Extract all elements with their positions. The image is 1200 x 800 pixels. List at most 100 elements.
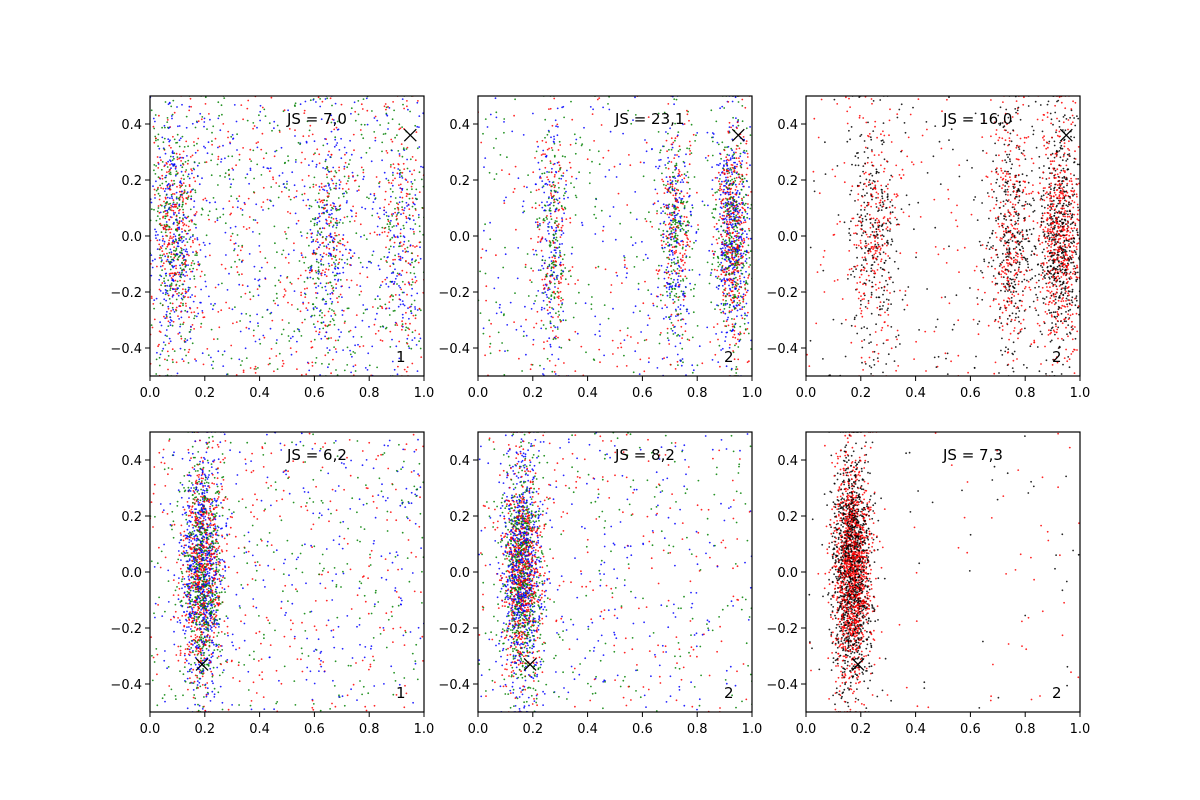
data-point <box>319 215 321 218</box>
data-point <box>671 203 674 206</box>
data-point <box>331 264 333 266</box>
data-point <box>691 204 694 207</box>
data-point <box>532 338 535 341</box>
data-point <box>178 331 181 334</box>
data-point <box>722 229 725 232</box>
data-point <box>401 320 403 323</box>
data-point <box>682 279 685 282</box>
data-point <box>673 246 676 248</box>
data-point <box>204 255 207 258</box>
data-point <box>564 155 566 158</box>
data-point <box>409 263 411 265</box>
data-point <box>166 212 169 215</box>
data-point <box>741 183 744 185</box>
data-point <box>738 304 741 307</box>
data-point <box>368 325 370 328</box>
data-point <box>182 214 185 217</box>
data-point <box>154 120 156 123</box>
data-point <box>282 362 285 365</box>
data-point <box>242 369 245 372</box>
data-point <box>154 135 157 138</box>
data-point <box>602 240 604 243</box>
data-point <box>520 325 522 328</box>
data-point <box>675 98 678 101</box>
data-point <box>320 321 323 324</box>
data-point <box>686 338 689 341</box>
data-point <box>571 266 574 268</box>
data-point <box>388 251 391 254</box>
data-point <box>747 322 750 324</box>
data-point <box>236 254 239 257</box>
data-point <box>690 213 692 216</box>
data-point <box>560 205 563 207</box>
data-point <box>558 346 561 348</box>
data-point <box>548 263 551 266</box>
data-point <box>187 225 190 228</box>
data-point <box>677 212 679 215</box>
data-point <box>722 222 724 224</box>
data-point <box>343 244 346 247</box>
data-point <box>607 103 609 105</box>
data-point <box>397 211 400 214</box>
data-point <box>723 277 725 280</box>
data-point <box>681 254 684 257</box>
data-point <box>186 251 189 253</box>
data-point <box>553 138 556 141</box>
data-point <box>685 256 688 259</box>
data-point <box>727 101 730 103</box>
data-point <box>178 190 181 193</box>
data-point <box>543 262 546 264</box>
data-point <box>394 177 396 180</box>
data-point <box>671 285 674 287</box>
data-point <box>174 250 177 252</box>
data-point <box>554 174 556 176</box>
data-point <box>388 301 391 303</box>
data-point <box>238 283 241 286</box>
data-point <box>397 208 400 211</box>
data-point <box>360 166 363 169</box>
data-point <box>730 235 733 238</box>
data-point <box>724 281 726 284</box>
data-point <box>675 249 677 252</box>
data-point <box>728 311 731 314</box>
data-point <box>352 365 355 368</box>
data-point <box>714 208 717 211</box>
data-point <box>287 253 290 256</box>
data-point <box>673 240 676 243</box>
data-point <box>378 182 380 185</box>
data-point <box>583 126 585 129</box>
data-point <box>394 211 396 214</box>
data-point <box>406 337 409 340</box>
data-point <box>180 249 183 252</box>
data-point <box>188 254 190 257</box>
data-point <box>245 228 248 231</box>
data-point <box>559 236 562 239</box>
data-point <box>165 213 167 215</box>
data-point <box>697 228 700 231</box>
data-point <box>405 215 407 218</box>
data-point <box>688 269 691 272</box>
data-point <box>166 121 169 123</box>
data-point <box>623 354 625 357</box>
data-point <box>339 204 342 207</box>
data-point <box>407 204 410 206</box>
data-point <box>379 325 382 328</box>
data-point <box>557 336 559 339</box>
data-point <box>563 362 565 364</box>
data-point <box>315 240 317 243</box>
data-point <box>254 365 257 368</box>
data-point <box>741 211 744 214</box>
data-point <box>554 238 557 241</box>
data-point <box>718 180 720 183</box>
data-point <box>159 321 162 324</box>
data-point <box>171 306 174 309</box>
data-point <box>324 325 327 327</box>
data-point <box>584 302 587 305</box>
data-point <box>167 244 169 246</box>
data-point <box>674 200 677 203</box>
data-point <box>387 122 390 124</box>
data-point <box>675 310 677 312</box>
data-point <box>407 281 410 283</box>
data-point <box>680 215 683 218</box>
data-point <box>518 357 520 360</box>
